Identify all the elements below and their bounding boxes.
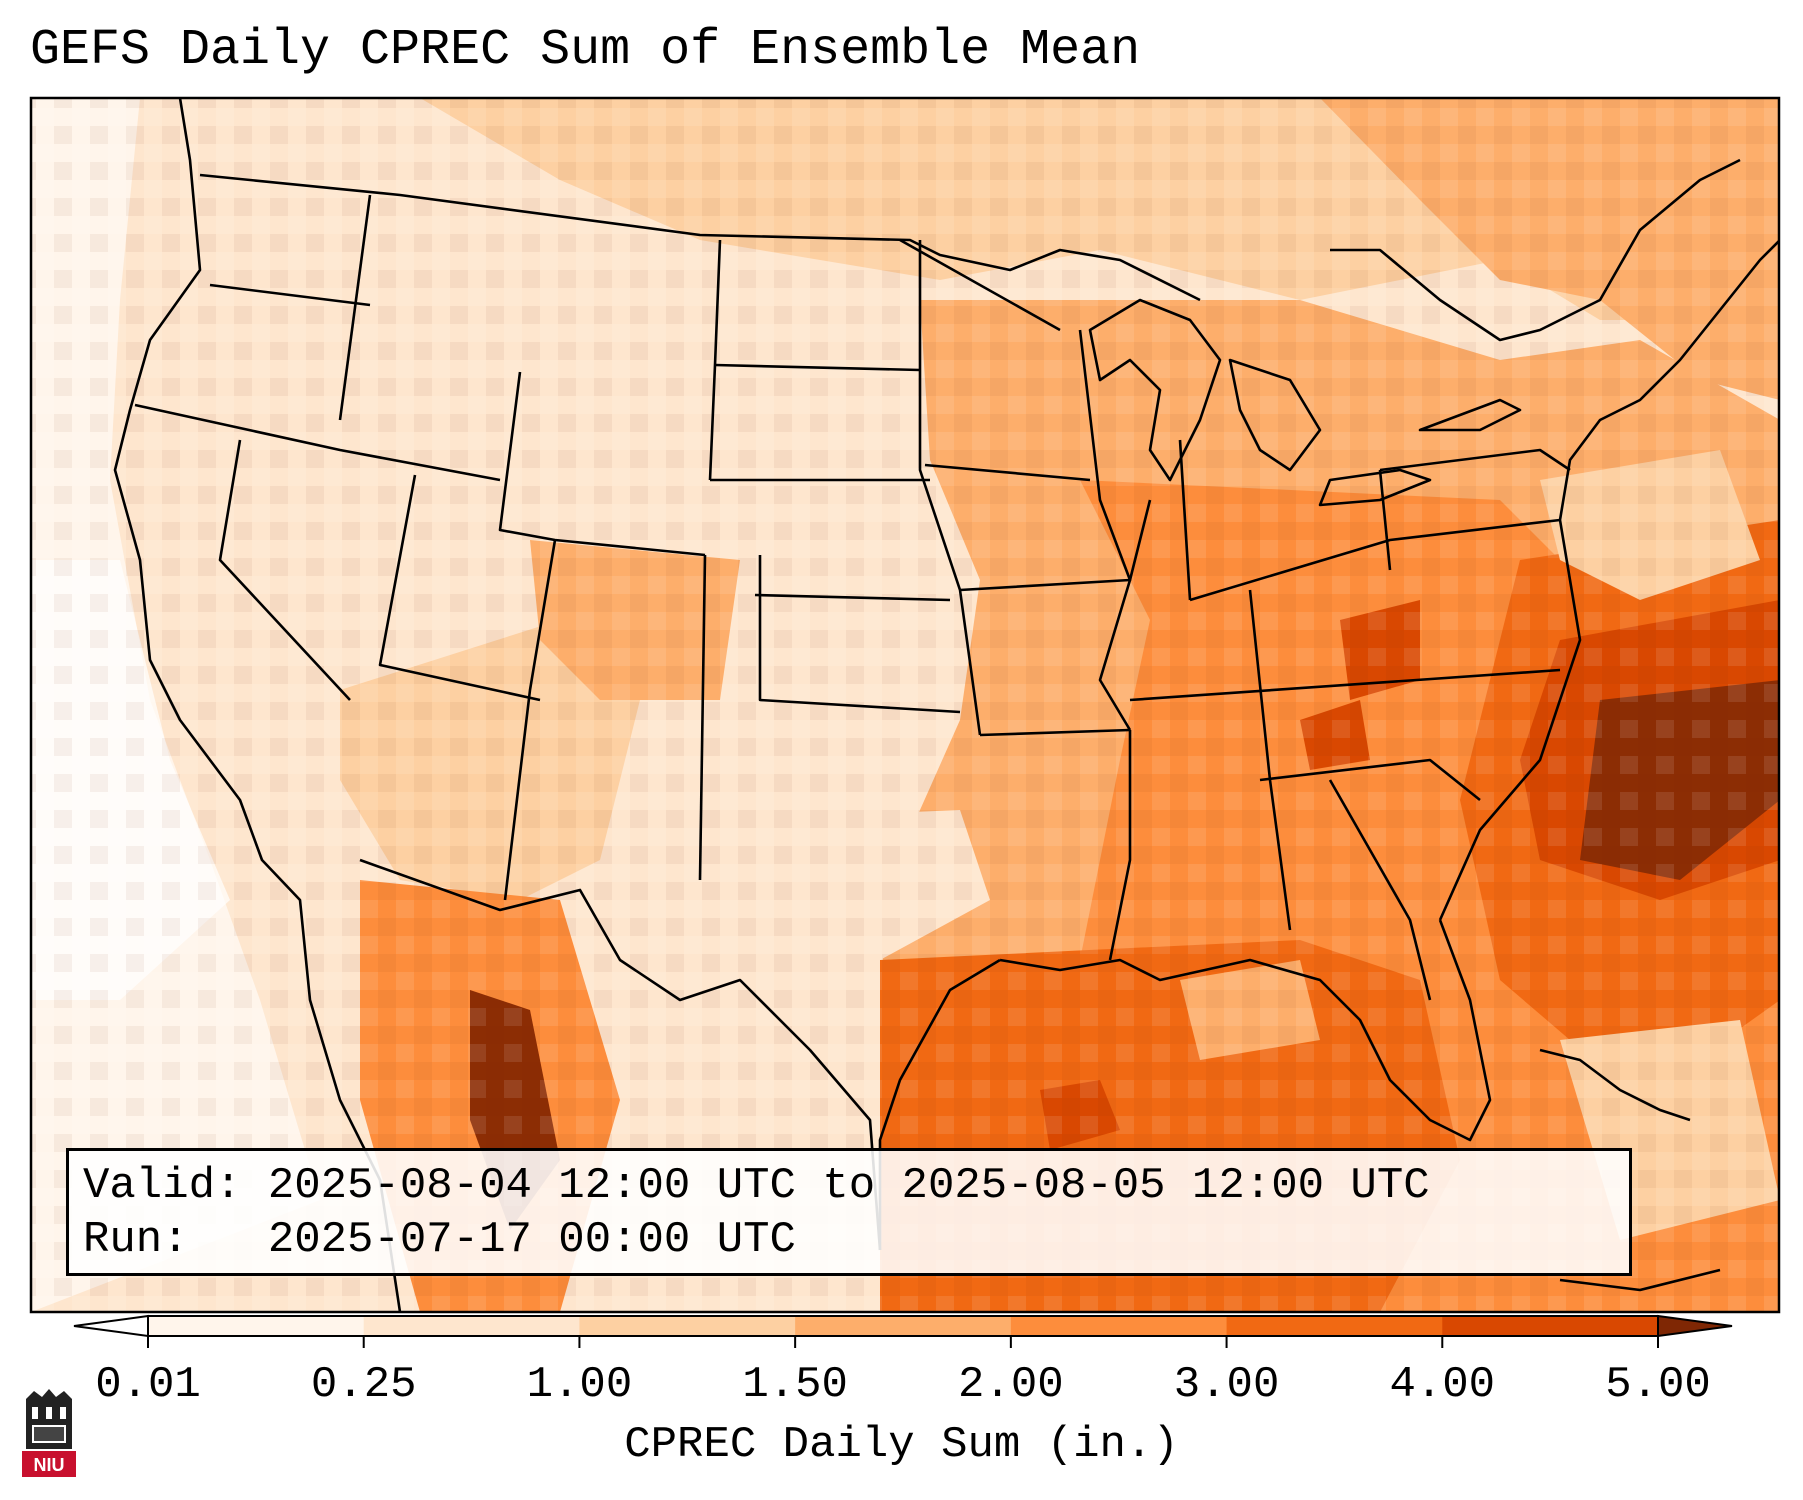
colorbar-segment bbox=[363, 1316, 580, 1336]
colorbar-tick-label: 5.00 bbox=[1605, 1360, 1711, 1410]
colorbar-under-extend bbox=[73, 1314, 149, 1338]
colorbar-segment bbox=[579, 1316, 796, 1336]
run-label: Run: bbox=[83, 1215, 189, 1265]
colorbar-tick-label: 1.00 bbox=[526, 1360, 633, 1410]
colorbar-tick-label: 1.50 bbox=[742, 1360, 848, 1410]
run-value: 2025-07-17 00:00 UTC bbox=[267, 1215, 796, 1265]
valid-row: Valid: 2025-08-04 12:00 UTC to 2025-08-0… bbox=[83, 1159, 1615, 1213]
colorbar-over-extend bbox=[1657, 1314, 1733, 1338]
colorbar-frame bbox=[147, 1315, 1659, 1337]
valid-label: Valid: bbox=[83, 1161, 242, 1211]
logo-text: NIU bbox=[34, 1455, 65, 1475]
colorbar-segment bbox=[148, 1316, 365, 1336]
state-boundaries bbox=[113, 98, 1779, 1312]
colorbar-tick-label: 0.25 bbox=[310, 1360, 417, 1410]
colorbar-segment bbox=[1010, 1316, 1228, 1336]
valid-value: 2025-08-04 12:00 UTC to 2025-08-05 12:00… bbox=[267, 1161, 1430, 1211]
run-row: Run: 2025-07-17 00:00 UTC bbox=[83, 1213, 1615, 1267]
colorbar-label: CPREC Daily Sum (in.) bbox=[624, 1420, 1179, 1470]
colorbar-segment bbox=[795, 1316, 1012, 1336]
precipitation-field bbox=[31, 98, 1779, 1312]
info-box: Valid: 2025-08-04 12:00 UTC to 2025-08-0… bbox=[66, 1148, 1632, 1276]
colorbar-tick-label: 4.00 bbox=[1389, 1360, 1496, 1410]
colorbar-segment bbox=[1226, 1316, 1443, 1336]
colorbar-tick-label: 0.01 bbox=[95, 1360, 201, 1410]
niu-logo-icon: NIU bbox=[22, 1389, 76, 1477]
colorbar-tick-label: 3.00 bbox=[1173, 1360, 1280, 1410]
map-title: GEFS Daily CPREC Sum of Ensemble Mean bbox=[30, 22, 1141, 79]
map-frame bbox=[29, 96, 1781, 1314]
colorbar-segment bbox=[1442, 1316, 1659, 1336]
colorbar-tick-label: 2.00 bbox=[958, 1360, 1064, 1410]
colorbar bbox=[73, 1314, 1733, 1348]
